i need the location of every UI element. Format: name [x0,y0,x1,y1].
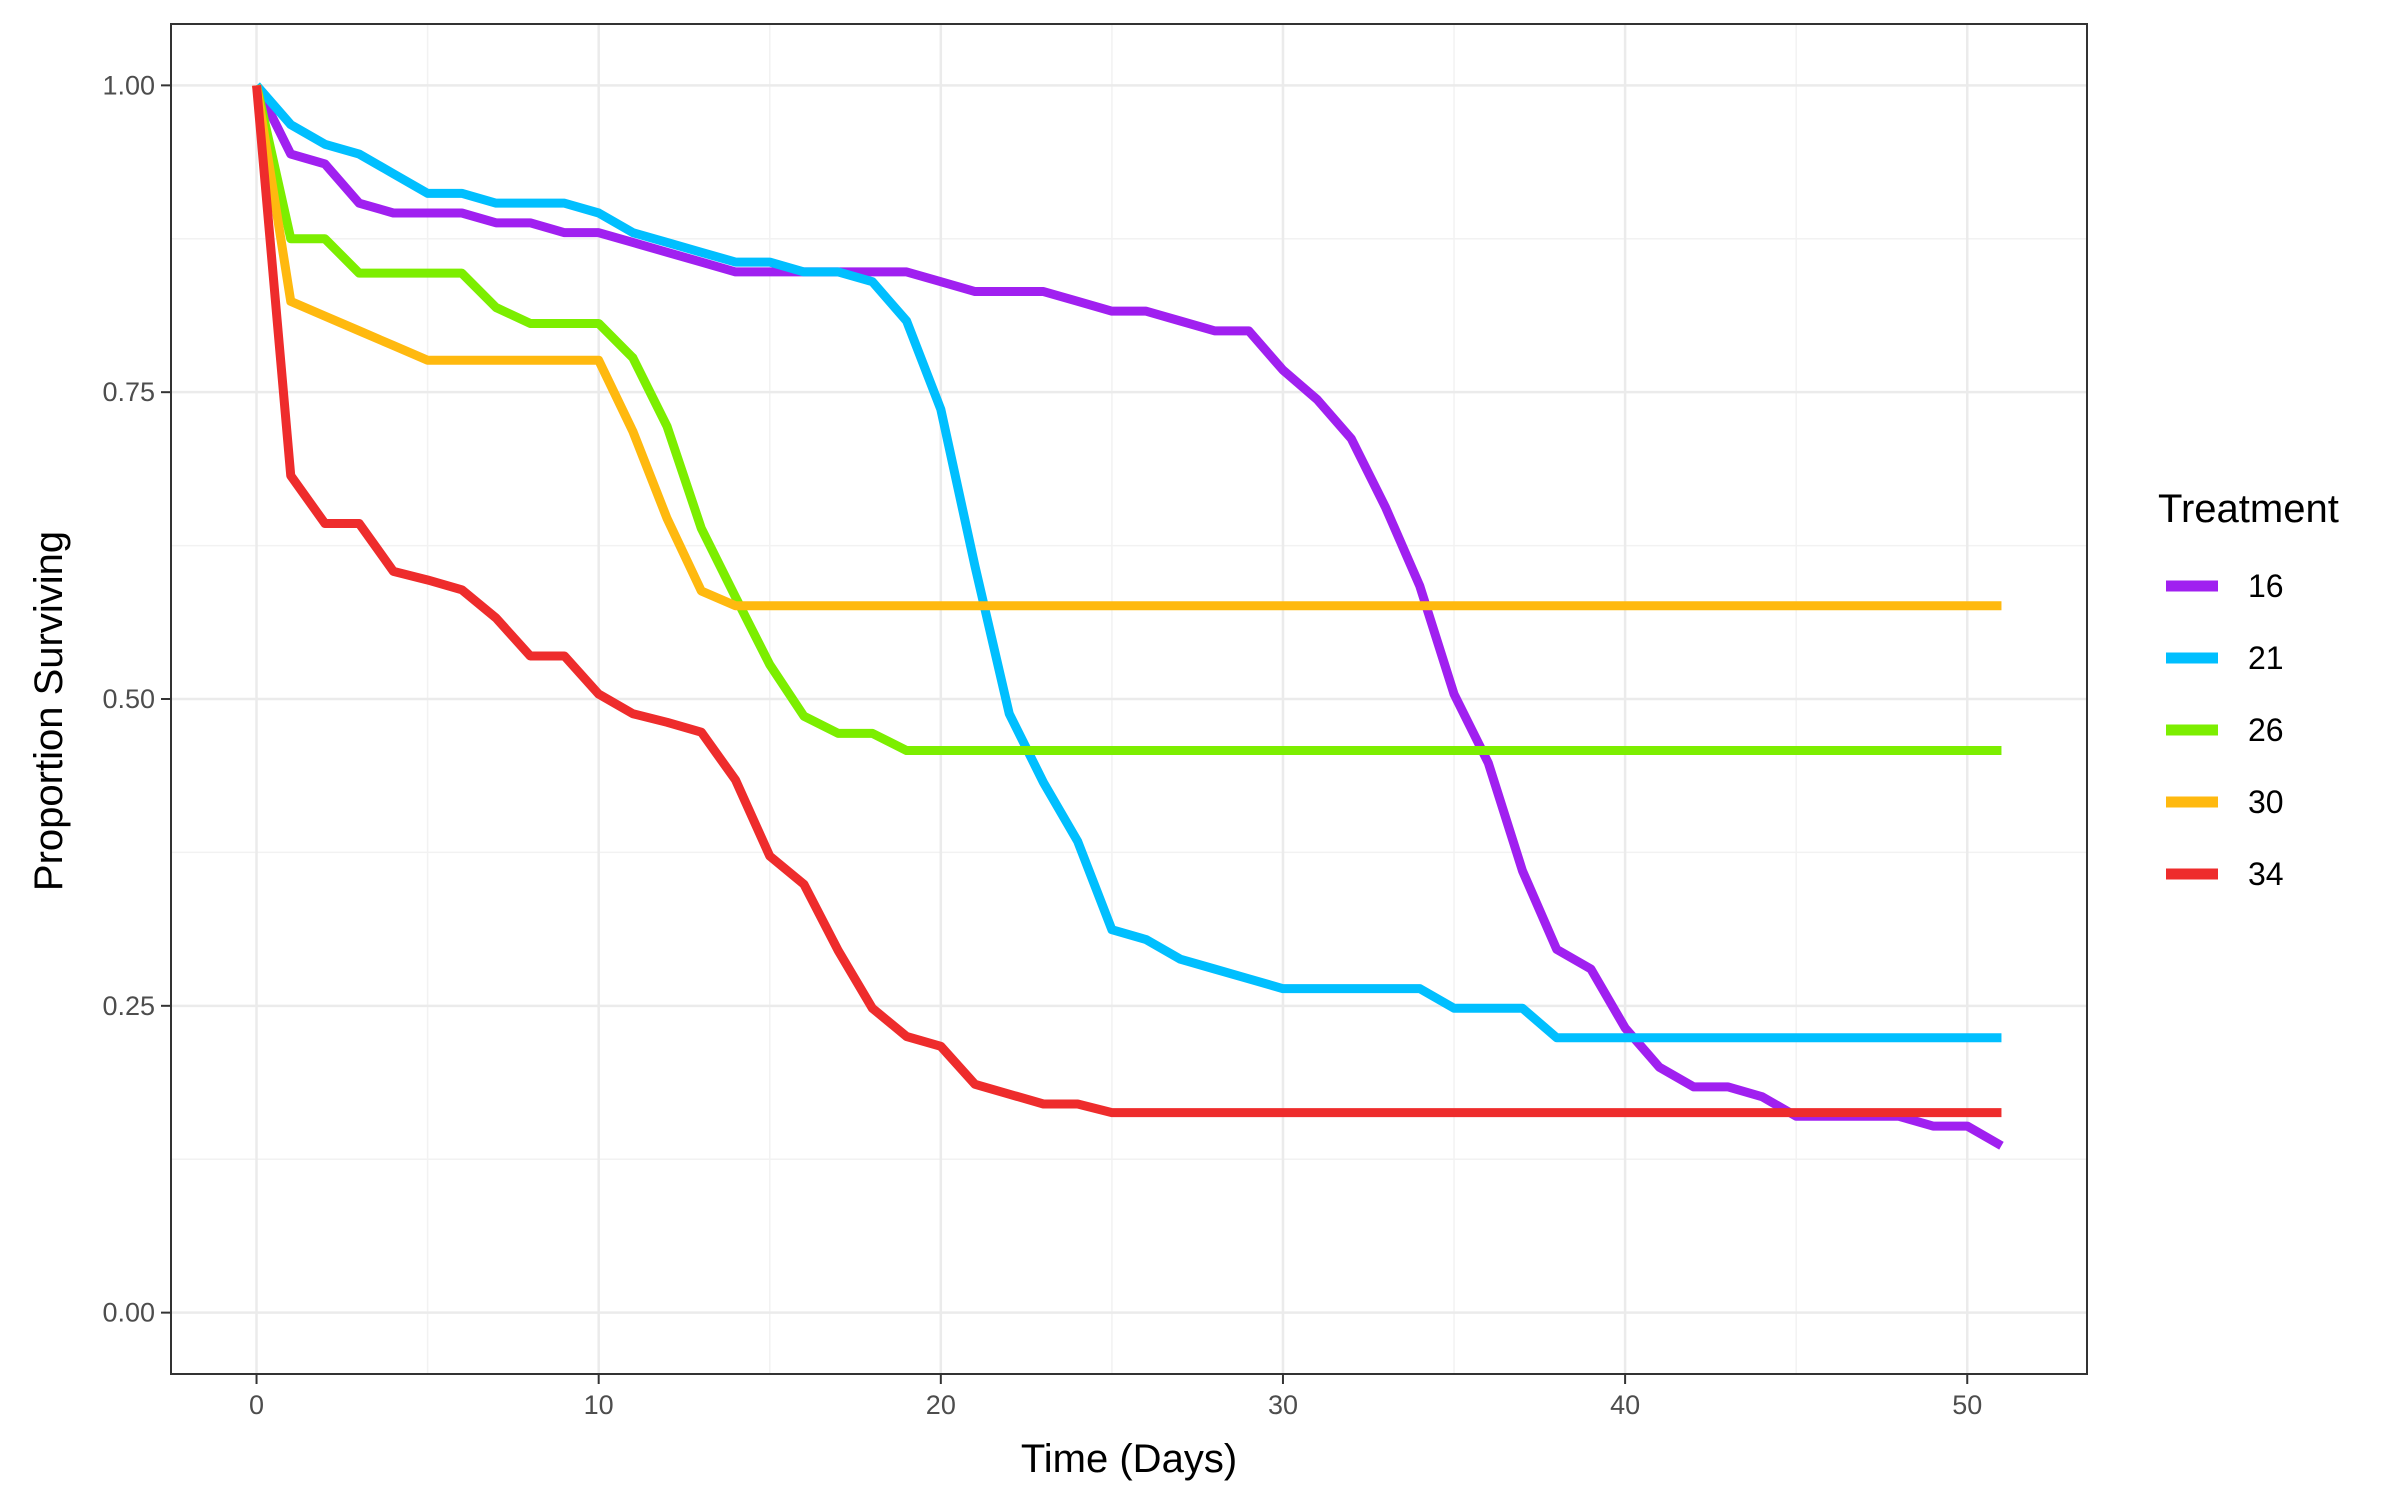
legend-label-34: 34 [2248,856,2284,892]
legend-items: 16 21 26 30 34 [2166,568,2284,892]
y-tick-label: 0.00 [102,1298,155,1328]
legend-label-16: 16 [2248,568,2284,604]
x-tick-label: 40 [1610,1390,1640,1420]
legend: Treatment 16 21 26 30 34 [2158,487,2339,892]
legend-label-21: 21 [2248,640,2284,676]
x-tick-label: 30 [1268,1390,1298,1420]
series-line-34 [252,84,2002,1118]
x-tick-label: 10 [584,1390,614,1420]
x-axis-title: Time (Days) [1021,1437,1237,1481]
legend-label-26: 26 [2248,712,2284,748]
y-tick-label: 0.25 [102,991,155,1021]
series-line-16 [252,83,2004,1150]
y-tick-label: 0.50 [102,684,155,714]
y-tick-label: 0.75 [102,377,155,407]
series-line-21 [253,82,2002,1043]
y-axis: 0.00 0.25 0.50 0.75 1.00 [102,70,171,1328]
series-lines [252,82,2004,1150]
major-gridlines [171,24,2087,1374]
legend-label-30: 30 [2248,784,2284,820]
series-line-30 [252,84,2002,611]
y-tick-label: 1.00 [102,70,155,100]
y-axis-title: Proportion Surviving [27,531,71,891]
legend-title: Treatment [2158,487,2339,531]
series-line-26 [252,84,2002,756]
x-axis: 0 10 20 30 40 50 [249,1374,1982,1420]
x-tick-label: 20 [926,1390,956,1420]
x-tick-label: 50 [1952,1390,1982,1420]
x-tick-label: 0 [249,1390,264,1420]
